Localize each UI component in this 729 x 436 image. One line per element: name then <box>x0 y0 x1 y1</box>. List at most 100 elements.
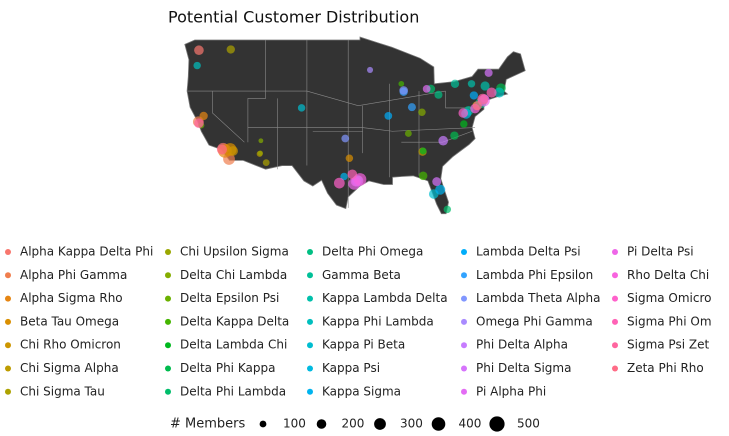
bubble <box>418 171 428 181</box>
bubble <box>228 146 238 156</box>
size-key <box>316 419 327 429</box>
legend-label: Alpha Sigma Rho <box>20 291 123 305</box>
map <box>184 36 526 215</box>
legend-key <box>165 388 171 395</box>
legend-label: Chi Sigma Tau <box>20 384 105 398</box>
bubble <box>333 177 345 189</box>
legend-label: Chi Rho Omicron <box>20 338 121 352</box>
size-key <box>374 418 386 430</box>
bubble <box>262 159 270 167</box>
bubble <box>472 101 482 111</box>
bubble <box>199 111 208 121</box>
legend-label: Rho Delta Chi <box>627 268 709 282</box>
size-label: 100 <box>283 417 306 431</box>
legend-key <box>612 318 618 325</box>
bubble <box>258 138 264 144</box>
chart-title: Potential Customer Distribution <box>168 8 419 27</box>
bubble <box>257 150 263 156</box>
legend-key <box>461 295 467 302</box>
legend-key <box>307 388 313 395</box>
bubble <box>450 131 459 140</box>
legend-key <box>612 272 618 279</box>
legend-key <box>612 342 618 349</box>
legend-label: Kappa Sigma <box>322 384 401 398</box>
legend-label: Sigma Psi Zet <box>627 338 709 352</box>
bubble <box>494 87 505 98</box>
size-label: 300 <box>400 417 423 431</box>
size-key <box>431 417 446 431</box>
bubble <box>193 61 201 70</box>
legend-label: Omega Phi Gamma <box>476 314 593 328</box>
legend-label: Delta Epsilon Psi <box>180 291 279 305</box>
legend-label: Lambda Theta Alpha <box>476 291 600 305</box>
legend-label: Beta Tau Omega <box>20 314 119 328</box>
bubble <box>467 80 476 88</box>
legend-label: Chi Sigma Alpha <box>20 361 119 375</box>
bubble <box>297 104 306 112</box>
state-border <box>212 91 245 143</box>
legend-key <box>165 249 171 255</box>
legend-label: Delta Phi Lambda <box>180 384 286 398</box>
legend: Alpha Kappa Delta Phi Alpha Phi Gamma Alph… <box>5 245 712 398</box>
size-label: 400 <box>459 417 482 431</box>
legend-key <box>612 295 618 302</box>
bubble <box>194 118 204 129</box>
legend-key <box>307 272 313 279</box>
bubble <box>366 66 374 73</box>
legend-label: Delta Phi Kappa <box>180 361 275 375</box>
legend-key <box>612 249 618 255</box>
bubble <box>432 177 442 187</box>
legend-label: Sigma Phi Om <box>627 314 712 328</box>
legend-key <box>461 365 467 372</box>
size-legend-title: # Members <box>170 417 245 432</box>
bubble <box>404 130 412 137</box>
legend-key <box>5 272 11 279</box>
legend-label: Pi Alpha Phi <box>476 384 546 398</box>
bubble <box>419 147 427 155</box>
bubble <box>422 85 431 93</box>
bubble <box>443 205 452 214</box>
bubble <box>226 45 235 54</box>
legend-label: Kappa Lambda Delta <box>322 291 448 305</box>
size-label: 500 <box>517 417 540 431</box>
state-border <box>247 40 266 143</box>
legend-label: Alpha Kappa Delta Phi <box>20 245 153 259</box>
bubble <box>418 108 426 116</box>
legend-label: Lambda Phi Epsilon <box>476 268 593 282</box>
legend-key <box>461 249 467 255</box>
legend-label: Kappa Pi Beta <box>322 338 405 352</box>
legend-key <box>5 342 11 349</box>
legend-label: Delta Phi Omega <box>322 245 423 259</box>
legend-label: Sigma Omicro <box>627 291 712 305</box>
legend-label: Chi Upsilon Sigma <box>180 245 289 259</box>
legend-key <box>307 249 313 255</box>
legend-label: Kappa Psi <box>322 361 380 375</box>
bubble <box>194 45 204 56</box>
legend-label: Phi Delta Alpha <box>476 338 568 352</box>
legend-key <box>5 365 11 372</box>
legend-key <box>612 365 618 372</box>
state-border <box>247 127 476 132</box>
legend-key <box>307 342 313 349</box>
size-key <box>489 416 505 432</box>
bubble <box>486 87 497 98</box>
legend-key <box>307 318 313 325</box>
legend-label: Phi Delta Sigma <box>476 361 571 375</box>
legend-label: Delta Kappa Delta <box>180 314 289 328</box>
legend-label: Alpha Phi Gamma <box>20 268 127 282</box>
legend-key <box>165 272 171 279</box>
legend-label: Pi Delta Psi <box>627 245 694 259</box>
bubble <box>399 86 408 95</box>
legend-key <box>5 388 11 395</box>
legend-key <box>461 388 467 395</box>
bubble <box>450 79 460 88</box>
bubble <box>353 173 367 186</box>
bubble <box>460 120 468 128</box>
legend-key <box>307 295 313 302</box>
bubble <box>407 103 416 112</box>
legend-label: Kappa Phi Lambda <box>322 314 434 328</box>
bubble <box>341 134 350 143</box>
bubble <box>480 81 490 91</box>
bubble <box>347 169 358 180</box>
